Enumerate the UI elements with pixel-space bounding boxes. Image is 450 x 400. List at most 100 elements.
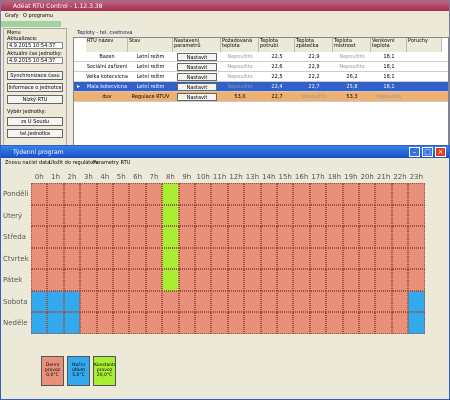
table-row[interactable]: duv Regulace RTUV Nastavit 53,0 22,7 Nepoužit… (74, 92, 448, 102)
schedule-cell[interactable] (162, 269, 179, 291)
schedule-cell[interactable] (178, 312, 195, 334)
window-button[interactable]: □ (422, 147, 433, 157)
schedule-cell[interactable] (408, 183, 425, 205)
schedule-cell[interactable] (178, 226, 195, 248)
schedule-cell[interactable] (47, 183, 64, 205)
schedule-cell[interactable] (326, 226, 343, 248)
schedule-cell[interactable] (80, 312, 97, 334)
schedule-cell[interactable] (31, 269, 48, 291)
button[interactable]: Nastavit (177, 53, 217, 61)
window-button[interactable]: × (435, 147, 446, 157)
schedule-cell[interactable] (145, 204, 163, 226)
schedule-cell[interactable] (47, 226, 64, 248)
schedule-cell[interactable] (80, 247, 97, 269)
schedule-cell[interactable] (178, 183, 195, 205)
schedule-cell[interactable] (227, 269, 245, 291)
schedule-cell[interactable] (244, 226, 261, 248)
schedule-cell[interactable] (309, 226, 327, 248)
menu-item[interactable]: Grafy (5, 13, 19, 19)
schedule-cell[interactable] (227, 226, 245, 248)
schedule-cell[interactable] (145, 312, 163, 334)
schedule-cell[interactable] (113, 269, 130, 291)
schedule-cell[interactable] (129, 269, 146, 291)
schedule-cell[interactable] (227, 247, 245, 269)
schedule-cell[interactable] (309, 183, 327, 205)
schedule-cell[interactable] (227, 204, 245, 226)
schedule-cell[interactable] (342, 269, 359, 291)
menu-item[interactable]: O programu (23, 13, 54, 19)
schedule-cell[interactable] (96, 226, 113, 248)
schedule-cell[interactable] (31, 247, 48, 269)
schedule-cell[interactable] (342, 226, 359, 248)
schedule-cell[interactable] (260, 290, 277, 312)
schedule-cell[interactable] (96, 290, 113, 312)
schedule-cell[interactable] (47, 312, 64, 334)
schedule-cell[interactable] (408, 247, 425, 269)
schedule-cell[interactable] (145, 226, 163, 248)
schedule-cell[interactable] (227, 312, 245, 334)
schedule-cell[interactable] (342, 312, 359, 334)
schedule-cell[interactable] (375, 269, 392, 291)
schedule-cell[interactable] (178, 247, 195, 269)
schedule-cell[interactable] (47, 290, 64, 312)
schedule-cell[interactable] (211, 247, 228, 269)
button[interactable]: tel.Jednotka (7, 129, 63, 138)
schedule-cell[interactable] (375, 312, 392, 334)
schedule-cell[interactable] (211, 183, 228, 205)
schedule-cell[interactable] (195, 247, 212, 269)
schedule-cell[interactable] (326, 204, 343, 226)
schedule-cell[interactable] (342, 204, 359, 226)
schedule-cell[interactable] (145, 247, 163, 269)
schedule-cell[interactable] (96, 183, 113, 205)
table-row[interactable]: ▸ Mala kotecvicna Letní režim Nastavit Nepou… (74, 82, 448, 92)
schedule-cell[interactable] (129, 312, 146, 334)
schedule-cell[interactable] (359, 312, 376, 334)
schedule-cell[interactable] (47, 269, 64, 291)
schedule-cell[interactable] (211, 204, 228, 226)
schedule-cell[interactable] (63, 290, 81, 312)
button[interactable]: Nastavit (177, 93, 217, 101)
schedule-cell[interactable] (359, 290, 376, 312)
schedule-cell[interactable] (31, 204, 48, 226)
schedule-cell[interactable] (244, 269, 261, 291)
schedule-cell[interactable] (31, 290, 48, 312)
schedule-cell[interactable] (260, 312, 277, 334)
schedule-cell[interactable] (178, 290, 195, 312)
schedule-cell[interactable] (359, 183, 376, 205)
schedule-cell[interactable] (195, 269, 212, 291)
schedule-cell[interactable] (63, 247, 81, 269)
schedule-cell[interactable] (309, 290, 327, 312)
schedule-cell[interactable] (309, 204, 327, 226)
schedule-cell[interactable] (293, 269, 310, 291)
schedule-cell[interactable] (260, 183, 277, 205)
schedule-cell[interactable] (391, 204, 409, 226)
schedule-cell[interactable] (113, 290, 130, 312)
schedule-cell[interactable] (260, 269, 277, 291)
schedule-cell[interactable] (309, 312, 327, 334)
schedule-cell[interactable] (63, 226, 81, 248)
schedule-cell[interactable] (63, 269, 81, 291)
menu-item[interactable]: Znovu načíst data (5, 160, 51, 166)
schedule-cell[interactable] (375, 290, 392, 312)
schedule-cell[interactable] (96, 247, 113, 269)
schedule-cell[interactable] (195, 290, 212, 312)
schedule-cell[interactable] (391, 183, 409, 205)
schedule-cell[interactable] (391, 226, 409, 248)
schedule-cell[interactable] (293, 204, 310, 226)
schedule-cell[interactable] (113, 247, 130, 269)
schedule-cell[interactable] (63, 183, 81, 205)
table-row[interactable]: Velka kotecvicna Letní režim Nastavit Nepou… (74, 72, 448, 82)
schedule-cell[interactable] (96, 204, 113, 226)
schedule-cell[interactable] (162, 183, 179, 205)
schedule-cell[interactable] (80, 183, 97, 205)
schedule-cell[interactable] (326, 269, 343, 291)
schedule-cell[interactable] (211, 290, 228, 312)
schedule-cell[interactable] (195, 204, 212, 226)
schedule-cell[interactable] (80, 204, 97, 226)
schedule-cell[interactable] (178, 269, 195, 291)
button[interactable]: Informace o jednotce (7, 83, 63, 92)
schedule-cell[interactable] (63, 312, 81, 334)
schedule-cell[interactable] (211, 269, 228, 291)
table-row[interactable]: Sociální zařízení Letní režim Nastavit Nepo… (74, 62, 448, 72)
schedule-cell[interactable] (277, 312, 294, 334)
